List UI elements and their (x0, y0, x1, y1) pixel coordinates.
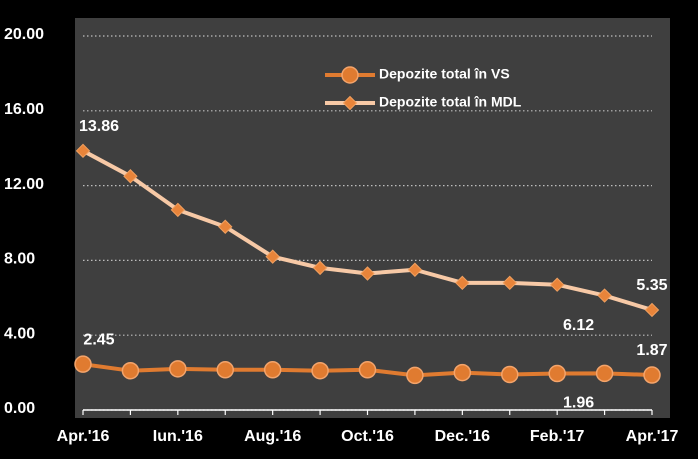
x-tick-label: Iun.'16 (153, 428, 203, 445)
marker (170, 202, 186, 218)
marker (453, 363, 472, 382)
marker (263, 361, 282, 379)
x-tick-label: Aug.'16 (244, 428, 301, 445)
y-tick-label: 12.00 (4, 176, 44, 193)
marker (643, 366, 661, 384)
plot-area (75, 18, 670, 418)
x-tick-label: Apr.'17 (626, 428, 679, 445)
marker (502, 275, 517, 291)
marker (407, 262, 423, 277)
x-tick-label: Dec.'16 (435, 428, 491, 445)
marker (644, 302, 660, 318)
data-label: 1.96 (563, 395, 594, 412)
y-tick-label: 4.00 (4, 325, 35, 342)
y-tick-label: 20.00 (4, 26, 44, 43)
x-tick-label: Oct.'16 (341, 428, 394, 445)
marker (265, 249, 280, 264)
data-label: 5.35 (636, 277, 667, 294)
marker (121, 361, 140, 380)
marker (455, 275, 470, 291)
marker (312, 260, 328, 276)
x-tick-label: Feb.'17 (530, 428, 585, 445)
legend-marker (341, 66, 359, 84)
marker (360, 266, 375, 281)
marker (311, 361, 329, 380)
marker (218, 219, 233, 234)
marker (549, 277, 565, 292)
marker (75, 143, 91, 159)
marker (597, 288, 612, 303)
marker (123, 169, 138, 184)
data-label: 13.86 (79, 118, 119, 135)
data-label: 2.45 (83, 331, 114, 348)
legend-label: Depozite total în MDL (379, 94, 522, 110)
y-tick-label: 0.00 (4, 400, 35, 417)
x-tick-label: Apr.'16 (57, 428, 110, 445)
marker (501, 365, 519, 384)
y-tick-label: 16.00 (4, 101, 44, 118)
legend-marker (342, 95, 358, 111)
marker (358, 361, 377, 379)
marker (74, 355, 92, 373)
marker (216, 361, 234, 379)
y-tick-label: 8.00 (4, 251, 35, 268)
legend-label: Depozite total în VS (379, 66, 510, 82)
marker (169, 360, 187, 378)
marker (406, 366, 424, 385)
data-label: 1.87 (636, 342, 667, 359)
marker (595, 364, 614, 383)
data-label: 6.12 (563, 317, 594, 334)
marker (548, 364, 566, 383)
